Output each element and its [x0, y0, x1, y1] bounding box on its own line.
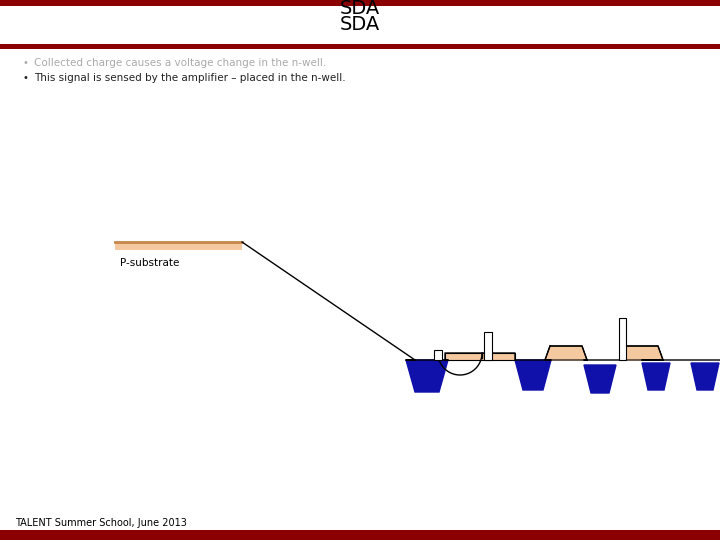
Polygon shape — [515, 360, 551, 390]
Text: P-substrate: P-substrate — [120, 258, 179, 268]
Bar — [484, 332, 492, 360]
Text: •: • — [22, 73, 28, 83]
Bar — [0, 0, 720, 6]
Polygon shape — [584, 365, 616, 393]
Text: SDA: SDA — [340, 16, 380, 35]
Bar — [0, 0, 720, 18]
Bar — [618, 318, 626, 360]
Text: •: • — [22, 58, 28, 68]
Polygon shape — [406, 360, 448, 392]
Polygon shape — [621, 346, 663, 360]
Polygon shape — [691, 363, 719, 390]
Polygon shape — [545, 346, 587, 360]
Text: SDA: SDA — [340, 0, 380, 18]
Text: TALENT Summer School, June 2013: TALENT Summer School, June 2013 — [15, 518, 187, 528]
Bar — [434, 350, 442, 360]
Bar — [0, 530, 720, 540]
Bar — [115, 242, 242, 250]
Text: Collected charge causes a voltage change in the n-well.: Collected charge causes a voltage change… — [34, 58, 326, 68]
Bar — [0, 0, 720, 44]
Text: This signal is sensed by the amplifier – placed in the n-well.: This signal is sensed by the amplifier –… — [34, 73, 346, 83]
Bar — [445, 353, 515, 360]
Polygon shape — [642, 363, 670, 390]
Bar — [0, 44, 720, 49]
